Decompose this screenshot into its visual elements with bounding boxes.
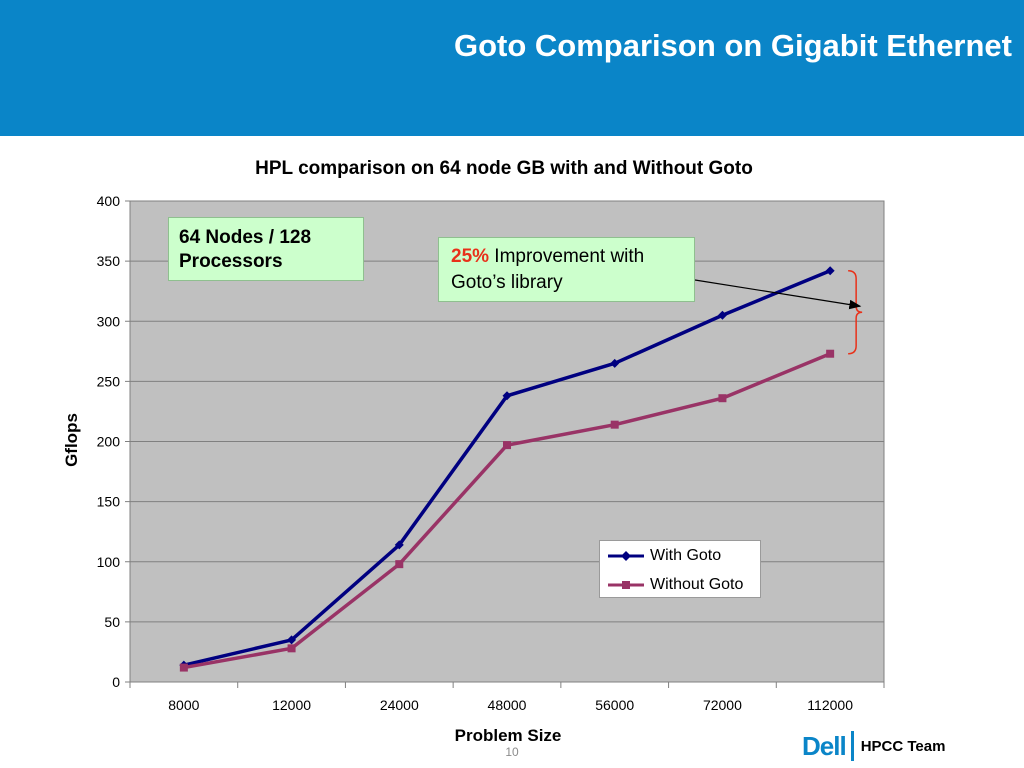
improvement-percent: 25% <box>451 246 490 267</box>
data-point-without-goto <box>395 560 404 569</box>
slide-header <box>0 0 1024 136</box>
slide-title: Goto Comparison on Gigabit Ethernet <box>454 28 1012 63</box>
y-tick-label: 200 <box>97 434 121 450</box>
x-tick-label: 112000 <box>807 697 853 713</box>
y-tick-label: 150 <box>97 494 121 510</box>
y-tick-label: 0 <box>112 674 120 690</box>
legend-item-without-goto: Without Goto <box>608 574 743 596</box>
y-tick-label: 250 <box>97 373 121 389</box>
dell-logo-text: Dell <box>802 730 847 761</box>
legend-label-without-goto: Without Goto <box>650 576 744 593</box>
x-tick-label: 12000 <box>272 697 311 713</box>
logo-divider <box>850 731 854 761</box>
y-axis-label: Gflops <box>62 413 81 467</box>
data-point-with-goto <box>610 358 620 368</box>
legend-marker-square <box>608 581 644 589</box>
nodes-callout: 64 Nodes / 128 Processors <box>168 217 364 281</box>
dell-logo: Dell HPCC Team <box>802 730 945 762</box>
chart-legend: With Goto Without Goto <box>599 540 761 598</box>
x-tick-label: 48000 <box>488 697 527 713</box>
y-tick-label: 400 <box>97 193 121 209</box>
x-tick-label: 24000 <box>380 697 419 713</box>
data-point-with-goto <box>287 635 297 645</box>
data-point-without-goto <box>718 394 727 403</box>
legend-marker-diamond <box>608 551 644 561</box>
data-point-without-goto <box>287 644 296 653</box>
y-tick-label: 50 <box>104 614 120 630</box>
data-point-without-goto <box>826 349 835 358</box>
team-name: HPCC Team <box>860 737 946 755</box>
improvement-text: Improvement with Goto’s library <box>451 246 645 293</box>
improvement-callout: 25% Improvement with Goto’s library <box>438 237 695 302</box>
y-tick-label: 100 <box>97 554 121 570</box>
data-point-without-goto <box>610 420 619 429</box>
legend-label-with-goto: With Goto <box>650 547 722 564</box>
page-number: 10 <box>505 745 519 759</box>
legend-item-with-goto: With Goto <box>608 545 721 567</box>
data-point-with-goto <box>502 391 512 401</box>
data-point-without-goto <box>503 441 511 450</box>
x-axis-label: Problem Size <box>454 726 562 745</box>
x-tick-label: 8000 <box>168 697 199 713</box>
callout-arrow <box>694 279 862 310</box>
data-point-with-goto <box>394 540 404 550</box>
y-tick-label: 300 <box>97 313 121 329</box>
x-tick-label: 72000 <box>703 697 742 713</box>
data-point-with-goto <box>717 310 727 320</box>
data-point-with-goto <box>825 266 835 276</box>
chart-title: HPL comparison on 64 node GB with and Wi… <box>255 158 753 179</box>
x-tick-label: 56000 <box>595 697 634 713</box>
data-point-without-goto <box>179 663 188 672</box>
y-tick-label: 350 <box>97 253 121 269</box>
